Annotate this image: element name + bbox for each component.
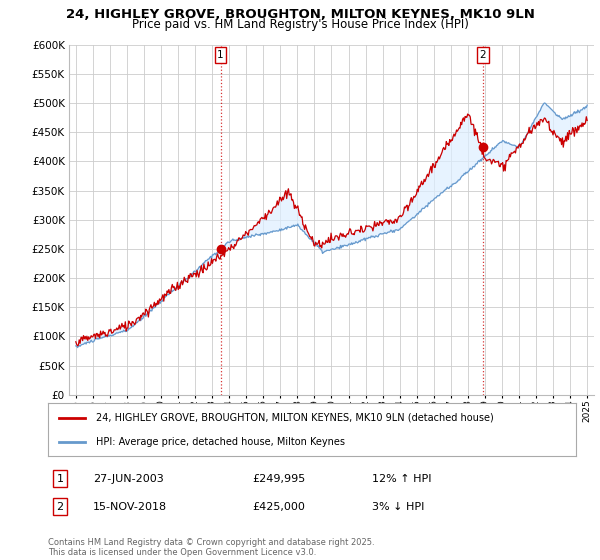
Text: 24, HIGHLEY GROVE, BROUGHTON, MILTON KEYNES, MK10 9LN (detached house): 24, HIGHLEY GROVE, BROUGHTON, MILTON KEY… [95,413,493,423]
Text: Contains HM Land Registry data © Crown copyright and database right 2025.
This d: Contains HM Land Registry data © Crown c… [48,538,374,557]
Text: 15-NOV-2018: 15-NOV-2018 [93,502,167,512]
Text: 24, HIGHLEY GROVE, BROUGHTON, MILTON KEYNES, MK10 9LN: 24, HIGHLEY GROVE, BROUGHTON, MILTON KEY… [65,8,535,21]
Text: Price paid vs. HM Land Registry's House Price Index (HPI): Price paid vs. HM Land Registry's House … [131,18,469,31]
Text: 2: 2 [479,50,486,60]
Text: 1: 1 [217,50,224,60]
Text: 2: 2 [56,502,64,512]
Text: £425,000: £425,000 [252,502,305,512]
Text: 1: 1 [56,474,64,484]
Text: £249,995: £249,995 [252,474,305,484]
Text: 12% ↑ HPI: 12% ↑ HPI [372,474,431,484]
Text: 27-JUN-2003: 27-JUN-2003 [93,474,164,484]
Text: HPI: Average price, detached house, Milton Keynes: HPI: Average price, detached house, Milt… [95,437,344,447]
Text: 3% ↓ HPI: 3% ↓ HPI [372,502,424,512]
